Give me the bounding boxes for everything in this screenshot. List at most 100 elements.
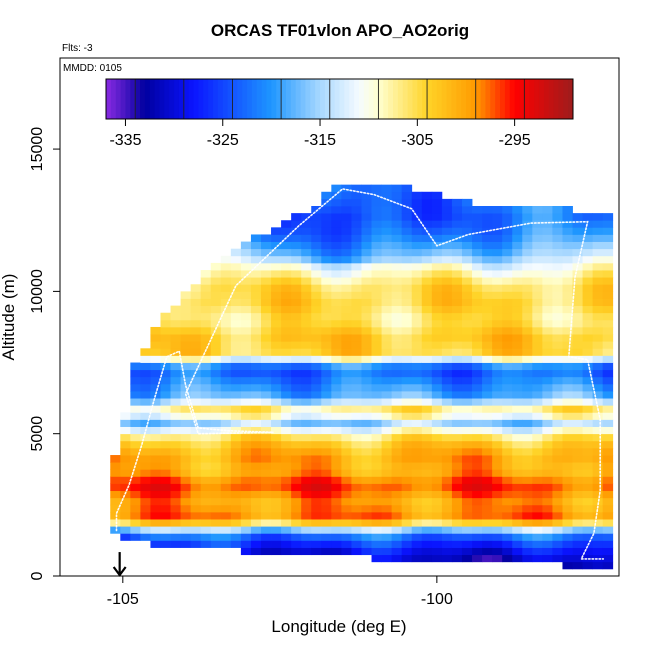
- heatmap-cell: [441, 419, 453, 427]
- heatmap-cell: [602, 469, 614, 477]
- heatmap-cell: [341, 284, 352, 292]
- colorbar-segment: [130, 79, 136, 119]
- colorbar-segment: [475, 79, 482, 119]
- heatmap-cell: [562, 526, 573, 534]
- heatmap-cell: [341, 241, 352, 250]
- colorbar-segment: [349, 79, 355, 119]
- heatmap-cell: [140, 398, 151, 406]
- heatmap-cell: [291, 305, 302, 314]
- heatmap-cell: [472, 519, 483, 527]
- heatmap-cell: [321, 447, 332, 456]
- heatmap-cell: [401, 355, 413, 363]
- heatmap-cell: [502, 305, 513, 314]
- heatmap-cell: [572, 490, 583, 499]
- heatmap-cell: [351, 341, 362, 349]
- heatmap-cell: [411, 398, 423, 406]
- heatmap-cell: [431, 455, 443, 463]
- heatmap-cell: [210, 433, 222, 442]
- heatmap-cell: [582, 376, 594, 385]
- heatmap-cell: [492, 284, 503, 292]
- heatmap-cell: [281, 405, 292, 413]
- colorbar-segment: [213, 79, 219, 119]
- heatmap-cell: [602, 319, 614, 328]
- heatmap-cell: [291, 376, 302, 385]
- heatmap-cell: [411, 341, 423, 349]
- heatmap-cell: [542, 469, 553, 477]
- heatmap-cell: [602, 462, 614, 470]
- heatmap-cell: [562, 426, 573, 435]
- heatmap-cell: [411, 526, 423, 534]
- heatmap-cell: [391, 469, 403, 477]
- heatmap-cell: [170, 319, 181, 328]
- heatmap-cell: [291, 497, 302, 506]
- heatmap-cell: [351, 334, 362, 342]
- heatmap-cell: [451, 248, 463, 257]
- heatmap-cell: [532, 455, 543, 463]
- heatmap-cell: [401, 426, 413, 435]
- colorbar-tick-label: -335: [109, 132, 141, 149]
- heatmap-cell: [180, 369, 192, 378]
- heatmap-cell: [361, 369, 372, 378]
- heatmap-cell: [260, 426, 272, 435]
- heatmap-cell: [572, 376, 583, 385]
- heatmap-cell: [130, 526, 141, 534]
- heatmap-cell: [492, 511, 503, 520]
- heatmap-cell: [572, 554, 583, 563]
- heatmap-cell: [391, 440, 403, 449]
- heatmap-cell: [602, 504, 614, 513]
- heatmap-cell: [431, 220, 443, 228]
- heatmap-cell: [271, 291, 282, 299]
- heatmap-cell: [250, 433, 262, 442]
- heatmap-cell: [502, 248, 513, 257]
- heatmap-cell: [401, 312, 413, 321]
- heatmap-cell: [381, 462, 393, 470]
- heatmap-cell: [492, 227, 503, 235]
- heatmap-cell: [361, 348, 372, 356]
- heatmap-cell: [140, 405, 151, 413]
- colorbar-segment: [285, 79, 292, 119]
- heatmap-cell: [331, 326, 342, 335]
- heatmap-cell: [441, 519, 453, 527]
- heatmap-cell: [140, 483, 151, 492]
- heatmap-cell: [200, 462, 212, 470]
- heatmap-cell: [110, 490, 121, 499]
- heatmap-cell: [451, 262, 463, 271]
- heatmap-cell: [502, 341, 513, 349]
- heatmap-cell: [271, 405, 282, 413]
- heatmap-cell: [421, 419, 433, 427]
- heatmap-cell: [210, 426, 222, 435]
- heatmap-cell: [492, 440, 503, 449]
- heatmap-cell: [562, 348, 573, 356]
- heatmap-cell: [562, 326, 573, 335]
- heatmap-cell: [592, 298, 604, 307]
- heatmap-cell: [190, 362, 202, 371]
- heatmap-cell: [331, 191, 342, 200]
- heatmap-cell: [351, 319, 362, 328]
- heatmap-cell: [130, 469, 141, 477]
- heatmap-cell: [441, 490, 453, 499]
- heatmap-cell: [130, 476, 141, 484]
- heatmap-cell: [421, 483, 433, 492]
- colorbar-segment: [407, 79, 413, 119]
- heatmap-cell: [381, 519, 393, 527]
- heatmap-cell: [120, 469, 131, 477]
- heatmap-cell: [391, 348, 403, 356]
- heatmap-cell: [431, 476, 443, 484]
- heatmap-cell: [321, 369, 332, 378]
- heatmap-cell: [311, 291, 322, 299]
- heatmap-cell: [230, 405, 242, 413]
- heatmap-cell: [371, 476, 382, 484]
- heatmap-cell: [582, 476, 594, 484]
- heatmap-cell: [371, 383, 382, 392]
- heatmap-cell: [210, 341, 222, 349]
- heatmap-cell: [532, 412, 543, 420]
- heatmap-cell: [301, 277, 312, 285]
- colorbar-segment: [247, 79, 253, 119]
- heatmap-cell: [411, 355, 423, 363]
- heatmap-cell: [582, 419, 594, 427]
- heatmap-cell: [341, 319, 352, 328]
- heatmap-cell: [492, 391, 503, 399]
- heatmap-cell: [401, 248, 413, 257]
- heatmap-cell: [502, 398, 513, 406]
- heatmap-cell: [482, 497, 493, 506]
